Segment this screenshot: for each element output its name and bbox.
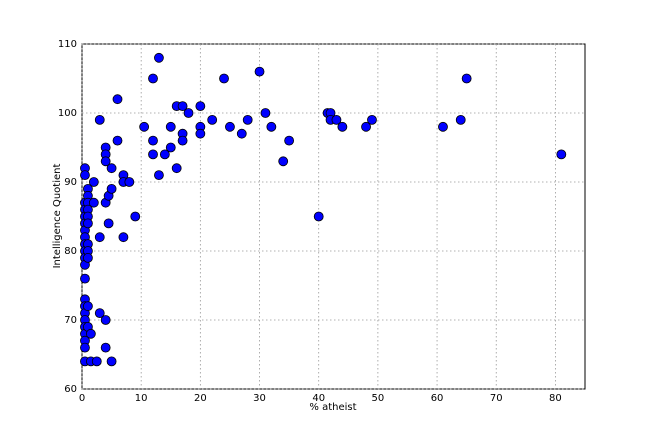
point — [165, 121, 176, 132]
y-tick-label: 90 — [64, 177, 77, 188]
x-tick-label: 40 — [312, 393, 325, 404]
y-tick-label: 100 — [58, 108, 77, 119]
point — [80, 170, 90, 181]
point — [100, 156, 111, 167]
point — [106, 356, 117, 367]
point — [88, 197, 99, 208]
x-tick-label: 50 — [372, 393, 385, 404]
point — [171, 163, 182, 174]
x-axis-label: % atheist — [309, 402, 356, 413]
point — [236, 128, 247, 139]
point — [260, 108, 271, 118]
point — [337, 121, 348, 132]
point — [254, 66, 265, 77]
point — [148, 135, 158, 146]
point — [124, 177, 135, 187]
plot-frame — [81, 43, 586, 390]
point — [139, 121, 150, 132]
y-tick-label: 70 — [64, 315, 77, 326]
point — [88, 177, 99, 187]
point — [100, 315, 111, 325]
point — [100, 342, 111, 353]
x-tick-label: 20 — [194, 393, 207, 404]
y-axis-label: Intelligence Quotient — [52, 164, 63, 269]
point — [94, 232, 105, 243]
point — [177, 135, 188, 146]
point — [154, 170, 164, 181]
point — [278, 156, 289, 167]
point — [165, 142, 176, 153]
x-tick-label: 30 — [253, 393, 266, 404]
y-tick-label: 60 — [64, 384, 77, 395]
point — [80, 342, 90, 353]
x-tick-label: 80 — [549, 393, 562, 404]
point — [159, 149, 170, 160]
point — [80, 273, 90, 284]
x-tick-label: 10 — [135, 393, 148, 404]
point — [148, 149, 158, 160]
point — [112, 94, 123, 105]
point — [438, 121, 448, 132]
x-tick-label: 70 — [490, 393, 503, 404]
point — [94, 115, 105, 125]
point — [106, 183, 117, 194]
point — [266, 121, 277, 132]
point — [85, 328, 96, 339]
point — [183, 108, 194, 118]
point — [556, 149, 567, 160]
point — [106, 163, 117, 174]
point — [154, 52, 164, 63]
x-tick-label: 60 — [431, 393, 444, 404]
point — [130, 211, 141, 222]
point — [219, 73, 229, 84]
point — [455, 115, 466, 125]
point — [313, 211, 324, 222]
point — [91, 356, 102, 367]
point — [83, 301, 93, 312]
point — [242, 115, 253, 125]
y-tick-label: 110 — [58, 39, 77, 50]
point — [225, 121, 235, 132]
point — [207, 115, 218, 125]
point — [83, 252, 93, 263]
y-tick-label: 80 — [64, 246, 77, 257]
point — [367, 115, 377, 125]
point — [83, 218, 93, 229]
point — [94, 308, 105, 319]
point — [284, 135, 295, 146]
point — [331, 115, 342, 125]
point — [103, 218, 114, 229]
point — [177, 101, 188, 111]
point — [118, 232, 129, 243]
point — [461, 73, 472, 84]
point — [195, 128, 206, 139]
point — [148, 73, 158, 84]
point — [195, 101, 206, 111]
point — [361, 121, 371, 132]
x-tick-label: 0 — [79, 393, 85, 404]
point — [112, 135, 123, 146]
